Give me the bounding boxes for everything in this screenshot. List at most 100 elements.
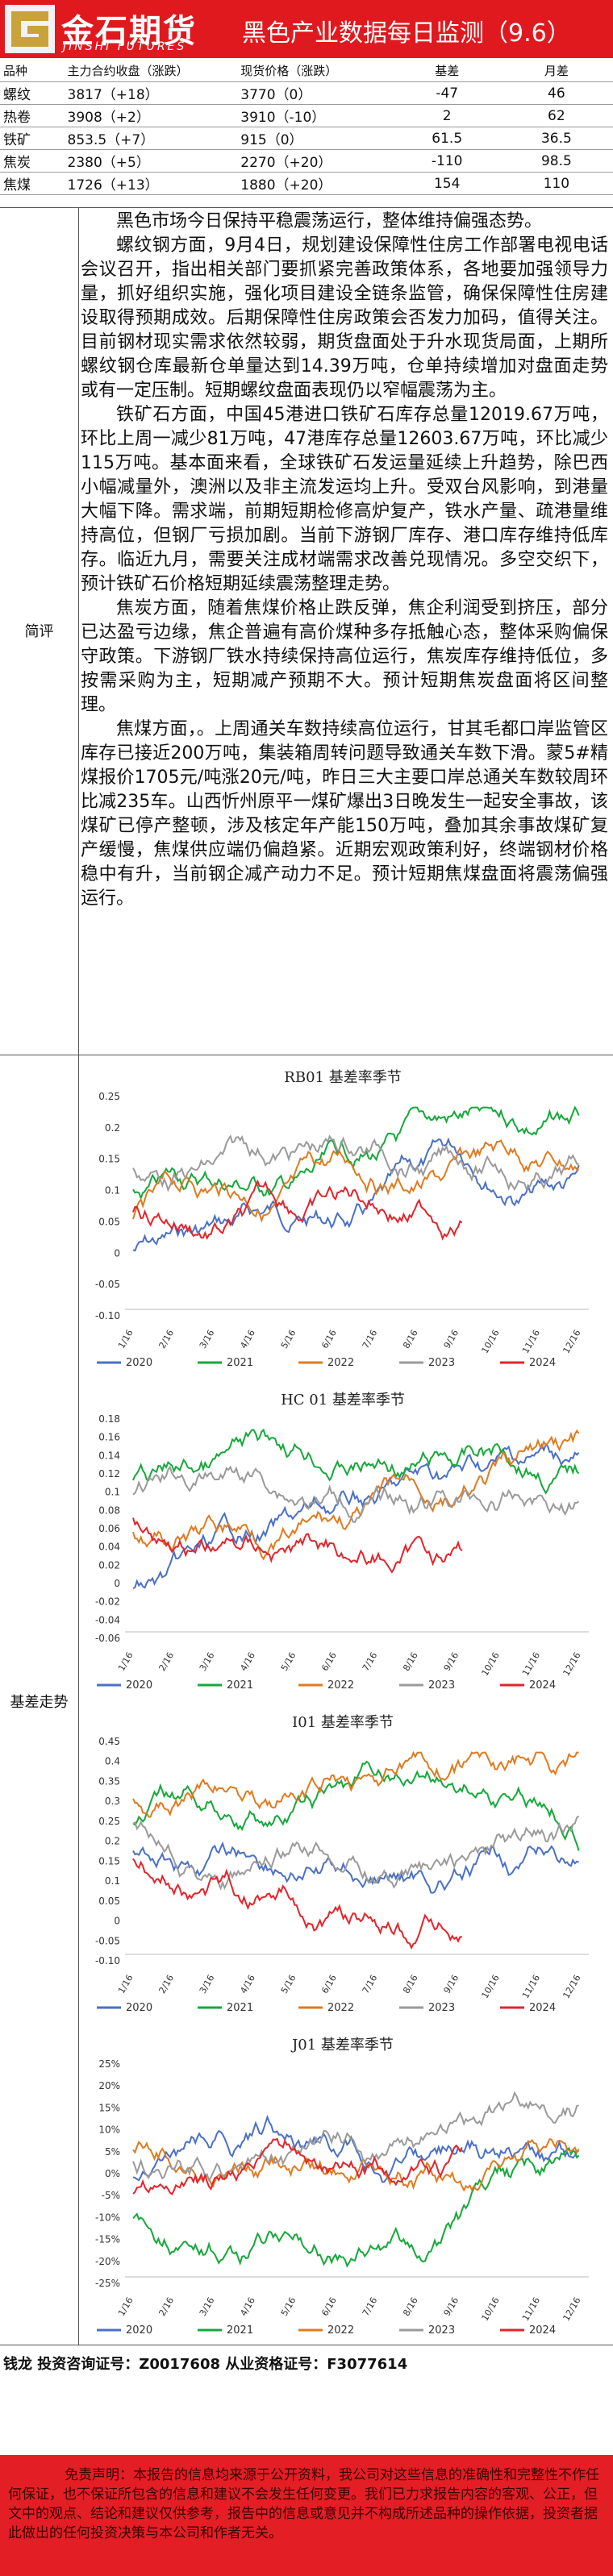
series-line-2021 (132, 1760, 580, 1851)
chart-title: RB01 基差率季节 (284, 1069, 401, 1086)
series-line-2022 (132, 1750, 579, 1818)
x-tick-label: 1/16 (116, 1650, 136, 1673)
x-tick-label: 11/16 (520, 1973, 542, 2000)
x-tick-label: 2/16 (156, 1650, 176, 1673)
table-cell: 热卷 (0, 104, 65, 127)
table-cell: -110 (394, 149, 500, 173)
logo-text-cn: 金石期货 (61, 13, 197, 50)
table-header-cell: 基差 (394, 60, 500, 82)
y-tick-label: 0% (105, 2168, 120, 2179)
x-tick-label: 9/16 (442, 1650, 461, 1673)
y-tick-label: -0.10 (95, 1310, 120, 1321)
legend-label: 2022 (327, 2324, 354, 2337)
y-tick-label: 0.35 (98, 1775, 120, 1787)
table-cell: 2380（+5） (64, 149, 238, 173)
y-tick-label: 0.18 (98, 1413, 120, 1425)
y-tick-label: -0.04 (95, 1614, 120, 1625)
y-tick-label: 0 (114, 1247, 120, 1259)
x-tick-label: 12/16 (561, 2295, 582, 2323)
series-line-2020 (132, 1137, 580, 1252)
x-tick-label: 6/16 (319, 1650, 339, 1673)
table-cell: 154 (394, 172, 500, 195)
y-tick-label: 0.25 (98, 1091, 120, 1102)
brief-paragraph: 焦煤方面，。上周通关车数持续高位运行，甘其毛都口岸监管区库存已接近200万吨，集… (81, 719, 608, 909)
table-header-row: 品种 主力合约收盘（涨跌） 现货价格（涨跌） 基差 月差 (0, 60, 613, 82)
legend-label: 2024 (529, 2324, 556, 2337)
x-tick-label: 12/16 (561, 1973, 582, 2000)
series-line-2021 (132, 1428, 580, 1495)
x-tick-label: 3/16 (198, 1650, 217, 1673)
y-tick-label: 0.06 (98, 1523, 120, 1534)
y-tick-label: -25% (95, 2278, 120, 2289)
y-tick-label: -0.05 (95, 1935, 120, 1946)
x-tick-label: 4/16 (238, 2295, 257, 2318)
chart-rb01-svg: RB01 基差率季节 0.25 0.2 0.15 0.1 0.05 0 -0.05 -0.10 1… (95, 1069, 589, 1369)
table-row: 热卷 3908（+2） 3910（-10） 2 62 (0, 104, 613, 127)
y-tick-label: -5% (102, 2190, 120, 2201)
series-line-2020 (132, 1841, 579, 1894)
table-cell: 62 (499, 104, 613, 127)
table-row: 焦煤 1726（+13） 1880（+20） 154 110 (0, 172, 613, 195)
table-cell: 98.5 (499, 149, 613, 173)
legend-label: 2020 (126, 2002, 152, 2014)
x-tick-label: 12/16 (561, 1650, 582, 1678)
y-tick-label: -0.10 (95, 1955, 120, 1966)
y-tick-label: 0 (114, 1916, 120, 1927)
chart-rb01: RB01 基差率季节 0.25 0.2 0.15 0.1 0.05 0 -0.05 -0.10 1… (81, 1058, 613, 1376)
disclaimer-box (0, 2455, 613, 2576)
table-cell: 螺纹 (0, 81, 65, 105)
x-tick-label: 9/16 (442, 2295, 461, 2318)
y-tick-label: 0.05 (98, 1216, 120, 1227)
table-cell: 焦煤 (0, 172, 65, 195)
y-tick-label: -20% (95, 2256, 120, 2267)
logo-text-en: JINSHI FUTURES (63, 40, 187, 53)
table-cell: 915（0） (237, 127, 394, 150)
brief-commentary: 黑色市场今日保持平稳震荡运行，整体维持偏强态势。 螺纹钢方面，9月4日，规划建设… (81, 210, 608, 911)
y-tick-label: -0.05 (95, 1279, 120, 1290)
column-divider (78, 207, 79, 2345)
y-tick-label: 0.45 (98, 1736, 120, 1747)
series-line-2023 (132, 1815, 580, 1891)
chart-i01: I01 基差率季节 0.45 0.4 0.35 0.3 0.25 0.2 0.15 0.1 0.0… (81, 1703, 613, 2021)
y-tick-label: 5% (105, 2146, 120, 2158)
chart-hc01-svg: HC 01 基差率季节 0.18 0.16 0.14 0.12 0.1 0.08 0.06 0.… (95, 1392, 589, 1692)
table-cell: 3908（+2） (64, 104, 238, 127)
series-line-2021 (132, 2147, 580, 2268)
page-title: 黑色产业数据每日监测（9.6） (242, 19, 571, 48)
series-line-2024 (132, 1517, 463, 1574)
series-line-2024 (132, 1179, 463, 1241)
chart-j01-svg: J01 基差率季节 25% 20% 15% 10% 5% 0% -5% -10% -15% -20%… (95, 2037, 589, 2337)
brief-paragraph: 黑色市场今日保持平稳震荡运行，整体维持偏强态势。 (116, 211, 543, 231)
legend-label: 2023 (428, 1679, 455, 1692)
y-tick-label: 0.2 (105, 1836, 120, 1847)
table-row: 铁矿 853.5（+7） 915（0） 61.5 36.5 (0, 127, 613, 150)
x-tick-label: 6/16 (319, 1973, 339, 1995)
y-tick-label: 0.15 (98, 1154, 120, 1165)
y-tick-label: 0.1 (105, 1875, 120, 1887)
x-tick-label: 7/16 (361, 1328, 380, 1350)
summary-table: 品种 主力合约收盘（涨跌） 现货价格（涨跌） 基差 月差 螺纹 3817（+18… (0, 60, 613, 195)
y-tick-label: 0.08 (98, 1504, 120, 1516)
legend-label: 2024 (529, 1679, 556, 1692)
legend-label: 2024 (529, 1357, 556, 1369)
page-header: 金石期货 JINSHI FUTURES 黑色产业数据每日监测（9.6） (0, 0, 613, 58)
legend-label: 2022 (327, 1357, 354, 1369)
table-cell: 焦炭 (0, 149, 65, 173)
legend-label: 2020 (126, 2324, 152, 2337)
logo-mark-icon (5, 5, 55, 53)
series-line-2023 (132, 1134, 579, 1192)
legend-label: 2021 (227, 1679, 253, 1692)
y-tick-label: 0.05 (98, 1896, 120, 1907)
y-tick-label: 0.3 (105, 1796, 120, 1807)
table-cell: 61.5 (394, 127, 500, 150)
y-tick-label: 0 (114, 1578, 120, 1589)
series-line-2024 (132, 1858, 462, 1950)
brief-paragraph: 焦炭方面，随着焦煤价格止跌反弹，焦企利润受到挤压，部分已达盈亏边缘，焦企普遍有高… (81, 598, 608, 715)
y-tick-label: 0.4 (105, 1756, 120, 1767)
legend-label: 2024 (529, 2002, 556, 2014)
x-tick-label: 8/16 (401, 1328, 420, 1350)
x-tick-label: 10/16 (480, 1650, 502, 1678)
series-line-2023 (132, 2091, 579, 2183)
table-cell: 853.5（+7） (64, 127, 238, 150)
y-tick-label: 0.1 (105, 1185, 120, 1196)
